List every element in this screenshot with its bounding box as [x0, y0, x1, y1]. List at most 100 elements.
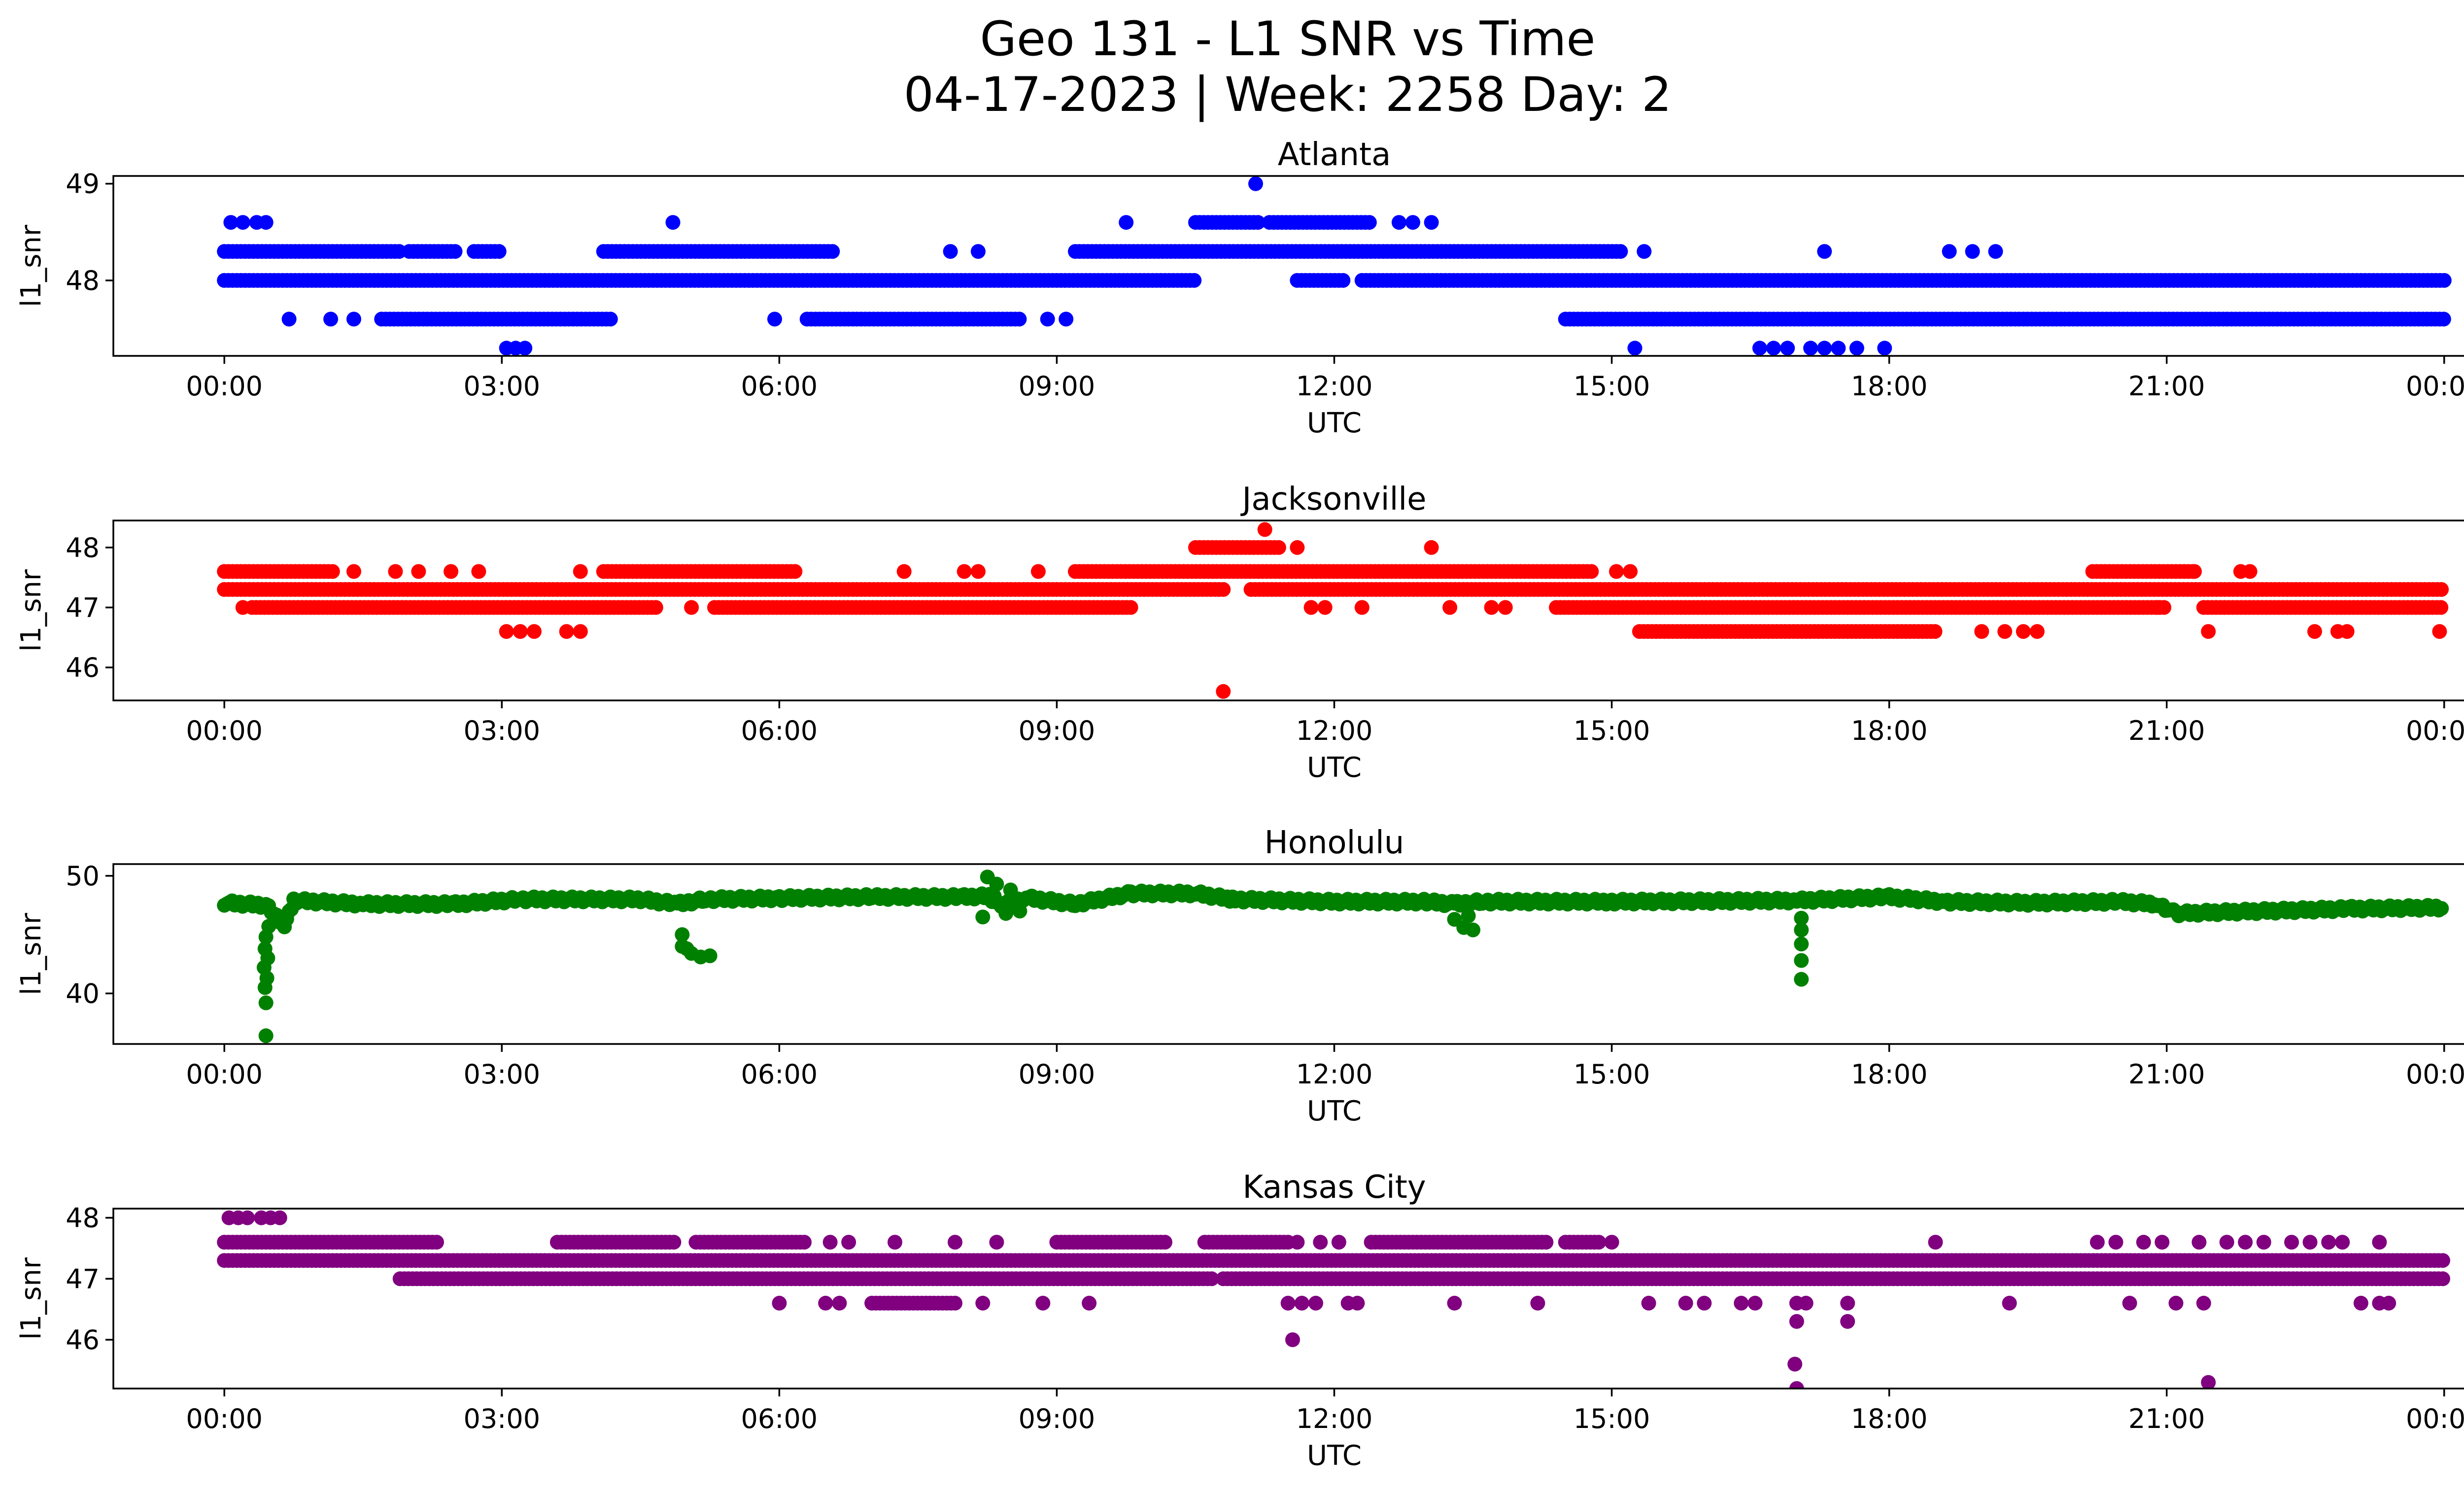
- honolulu-data-point: [1466, 922, 1480, 938]
- jacksonville-data-point: [559, 624, 574, 639]
- kansas-city-data-point: [1787, 1356, 1803, 1372]
- atlanta-subplot-title: Atlanta: [1278, 137, 1391, 173]
- x-tick-label: 21:00: [2128, 371, 2205, 402]
- atlanta-data-point: [223, 215, 239, 230]
- jacksonville-subplot-title: Jacksonville: [1240, 481, 1427, 518]
- x-tick-label: 06:00: [741, 1059, 818, 1090]
- x-tick-label: 09:00: [1019, 1059, 1095, 1090]
- jacksonville-data-point: [573, 624, 588, 639]
- atlanta-data-point: [1965, 244, 1980, 259]
- atlanta-data-point: [1942, 244, 1957, 259]
- kansas-city-data-point: [1591, 1235, 1607, 1250]
- jacksonville-data-point: [957, 564, 972, 579]
- jacksonville-data-point: [2434, 582, 2449, 597]
- x-tick-label: 15:00: [1574, 371, 1650, 402]
- x-tick-label: 09:00: [1019, 1403, 1095, 1434]
- atlanta-data-point: [1627, 341, 1643, 356]
- kansas-city-data-point: [2238, 1235, 2253, 1250]
- jacksonville-data-point: [1216, 684, 1231, 699]
- jacksonville-data-point: [2339, 624, 2355, 639]
- honolulu-scatter-points: [217, 869, 2449, 1043]
- x-tick-label: 18:00: [1851, 1059, 1928, 1090]
- kansas-city-data-point: [2155, 1235, 2170, 1250]
- atlanta-data-point: [1012, 312, 1027, 327]
- jacksonville-data-point: [411, 564, 426, 579]
- atlanta-plot-area: [112, 175, 2464, 357]
- atlanta-data-point: [491, 244, 507, 259]
- jacksonville-data-point: [2016, 624, 2031, 639]
- atlanta-data-point: [1817, 244, 1832, 259]
- kansas-city-data-point: [1798, 1295, 1814, 1311]
- kansas-city-data-point: [822, 1235, 838, 1250]
- honolulu-data-point: [675, 927, 690, 942]
- x-tick-label: 12:00: [1296, 1403, 1373, 1434]
- kansas-city-subplot-title: Kansas City: [1242, 1169, 1426, 1206]
- kansas-city-data-point: [975, 1295, 991, 1311]
- jacksonville-data-point: [684, 600, 699, 615]
- jacksonville-data-point: [970, 564, 986, 579]
- honolulu-data-point: [257, 941, 273, 956]
- jacksonville-data-point: [1623, 564, 1638, 579]
- x-tick-label: 18:00: [1851, 1403, 1928, 1434]
- honolulu-data-point: [702, 948, 718, 964]
- atlanta-data-point: [1119, 215, 1134, 230]
- jacksonville-data-point: [1030, 564, 1046, 579]
- atlanta-data-point: [1803, 341, 1818, 356]
- kansas-city-data-point: [1308, 1295, 1323, 1311]
- jacksonville-scatter-points: [217, 522, 2449, 699]
- honolulu-data-point: [1447, 912, 1462, 927]
- y-tick-label: 48: [66, 1203, 100, 1234]
- x-tick-label: 00:00: [2406, 1403, 2464, 1434]
- atlanta-data-point: [346, 312, 361, 327]
- kansas-city-data-point: [1840, 1314, 1855, 1329]
- jacksonville-data-point: [2433, 600, 2449, 615]
- kansas-city-data-point: [2201, 1375, 2216, 1389]
- kansas-city-data-point: [1530, 1295, 1545, 1311]
- kansas-city-y-axis-label: l1_snr: [15, 1257, 47, 1340]
- kansas-city-data-point: [2002, 1295, 2017, 1311]
- kansas-city-data-point: [818, 1295, 833, 1311]
- kansas-city-data-point: [1204, 1271, 1219, 1286]
- x-tick-label: 12:00: [1296, 371, 1373, 402]
- atlanta-data-point: [970, 244, 986, 259]
- jacksonville-data-point: [1424, 540, 1439, 555]
- atlanta-data-point: [1040, 312, 1055, 327]
- jacksonville-data-point: [1123, 600, 1138, 615]
- x-tick-label: 00:00: [2406, 1059, 2464, 1090]
- jacksonville-data-point: [444, 564, 459, 579]
- kansas-city-data-point: [1035, 1295, 1051, 1311]
- jacksonville-data-point: [648, 600, 663, 615]
- honolulu-x-axis-label: UTC: [1307, 1095, 1362, 1127]
- x-tick-label: 21:00: [2128, 715, 2205, 746]
- atlanta-data-point: [1187, 273, 1202, 288]
- kansas-city-data-point: [666, 1235, 682, 1250]
- x-tick-label: 09:00: [1019, 715, 1095, 746]
- atlanta-data-point: [392, 244, 407, 259]
- y-tick-label: 49: [66, 169, 100, 200]
- atlanta-y-axis-label: l1_snr: [15, 224, 47, 307]
- jacksonville-data-point: [1290, 540, 1305, 555]
- x-tick-label: 03:00: [463, 1403, 540, 1434]
- jacksonville-data-point: [1354, 600, 1369, 615]
- jacksonville-data-point: [573, 564, 588, 579]
- honolulu-data-point: [975, 909, 991, 925]
- figure-title-line1: Geo 131 - L1 SNR vs Time: [980, 11, 1596, 67]
- jacksonville-data-point: [325, 564, 340, 579]
- kansas-city-data-point: [1350, 1295, 1365, 1311]
- atlanta-data-point: [1831, 341, 1846, 356]
- kansas-city-data-point: [1928, 1235, 1943, 1250]
- kansas-city-data-point: [772, 1295, 787, 1311]
- honolulu-data-point: [268, 910, 283, 926]
- kansas-city-data-point: [989, 1235, 1004, 1250]
- atlanta-data-point: [2436, 273, 2452, 288]
- honolulu-data-point: [1003, 882, 1018, 898]
- kansas-city-data-point: [2136, 1235, 2151, 1250]
- honolulu-data-point: [998, 906, 1014, 921]
- kansas-city-data-point: [888, 1235, 902, 1250]
- kansas-city-data-point: [2168, 1295, 2184, 1311]
- x-tick-label: 15:00: [1574, 715, 1650, 746]
- jacksonville-data-point: [1609, 564, 1624, 579]
